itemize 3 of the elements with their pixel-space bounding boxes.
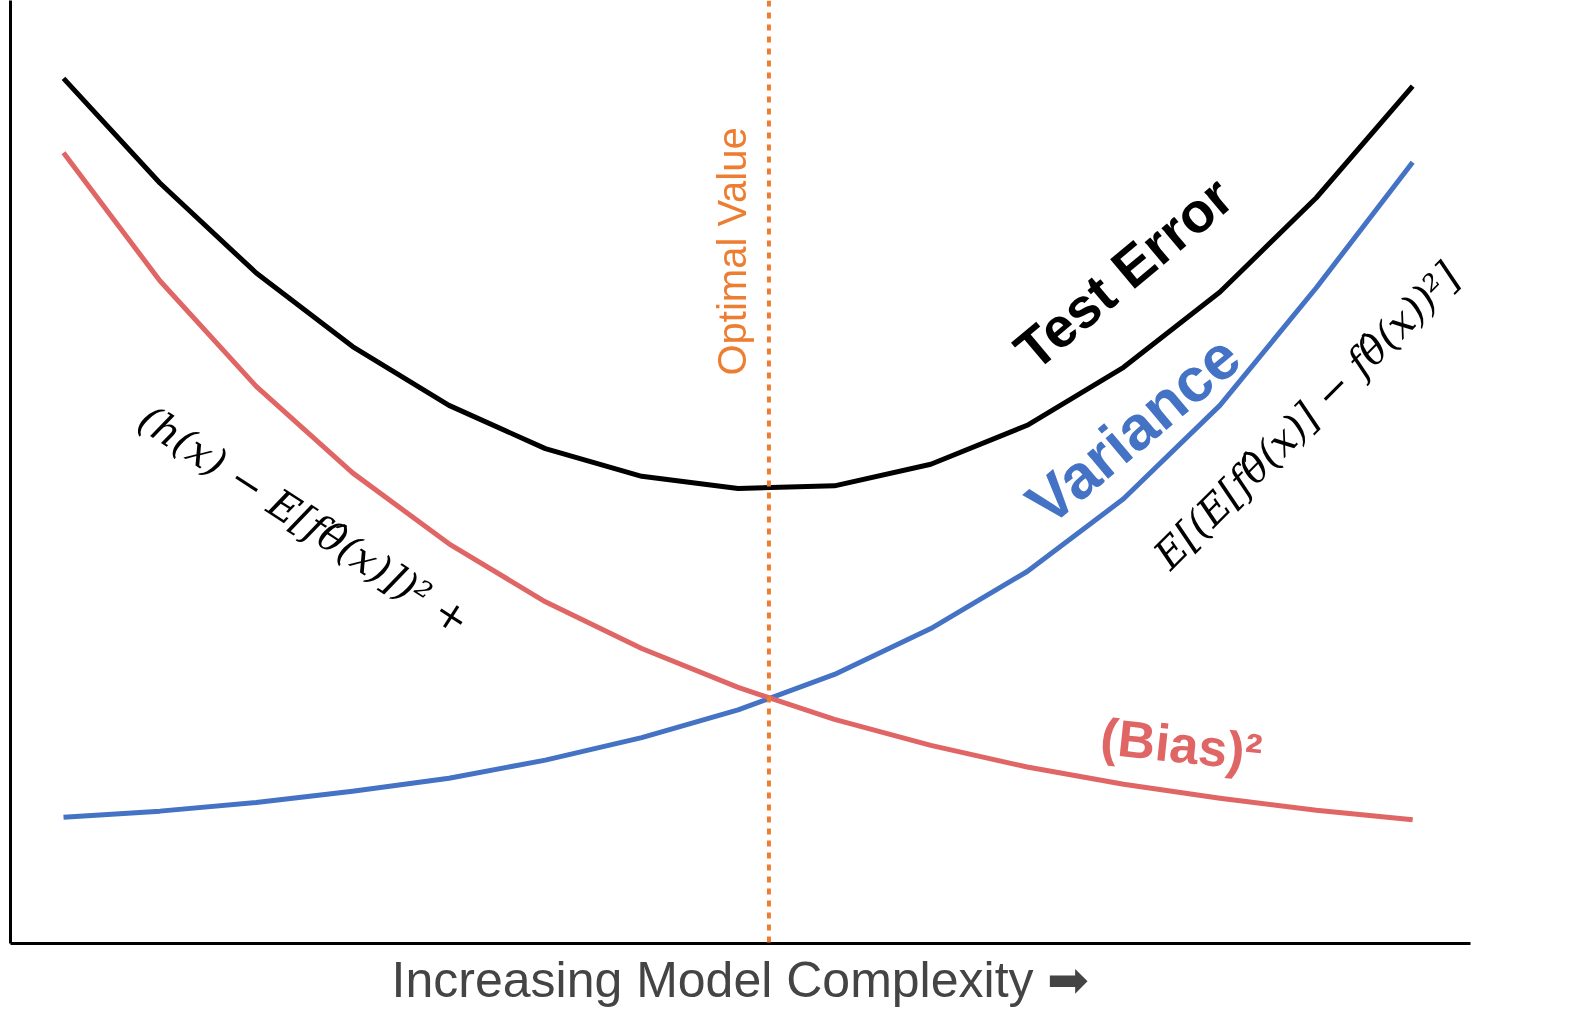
x-axis-title: Increasing Model Complexity ➡ [391, 951, 1090, 1008]
annotation: Optimal Value [710, 127, 755, 376]
text: (Bias)² [1097, 707, 1265, 782]
